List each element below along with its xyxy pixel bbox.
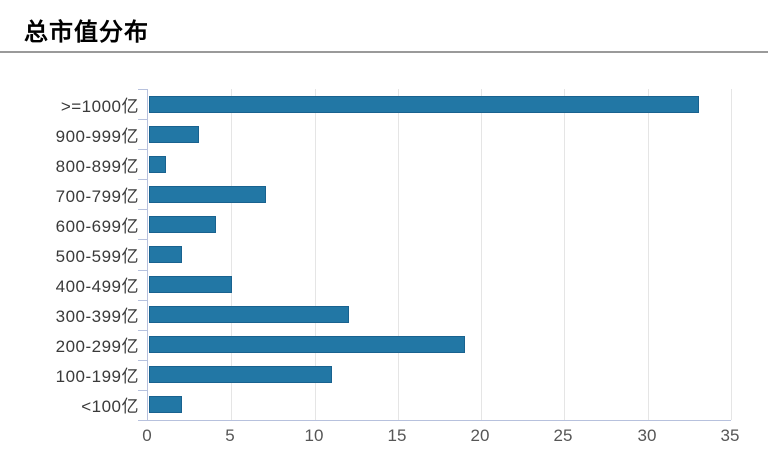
category-label: <100亿 bbox=[81, 397, 139, 417]
x-tick-label-30: 30 bbox=[637, 426, 657, 445]
category-label: 400-499亿 bbox=[55, 277, 139, 297]
y-axis-tick bbox=[138, 179, 148, 180]
y-axis-tick bbox=[138, 239, 148, 240]
category-label: 500-599亿 bbox=[55, 246, 139, 266]
bar->=1000亿 bbox=[149, 96, 699, 113]
category-label: >=1000亿 bbox=[60, 96, 139, 116]
x-tick-label-10: 10 bbox=[304, 426, 324, 445]
bar-200-299亿 bbox=[149, 336, 465, 353]
x-tick-label-35: 35 bbox=[720, 426, 740, 445]
gridline-x-10 bbox=[314, 89, 316, 420]
category-label: 300-399亿 bbox=[55, 307, 139, 327]
y-axis-tick bbox=[138, 360, 148, 361]
bar-400-499亿 bbox=[149, 276, 232, 293]
category-label: 200-299亿 bbox=[55, 337, 139, 357]
header: 总市值分布 bbox=[0, 0, 768, 53]
x-tick-label-5: 5 bbox=[225, 426, 235, 445]
bar-500-599亿 bbox=[149, 246, 182, 263]
bar-800-899亿 bbox=[149, 156, 166, 173]
x-tick-label-20: 20 bbox=[470, 426, 490, 445]
y-axis-tick bbox=[138, 149, 148, 150]
bar-900-999亿 bbox=[149, 126, 199, 143]
category-label: 800-899亿 bbox=[55, 156, 139, 176]
gridline-x-20 bbox=[481, 89, 483, 420]
gridline-x-5 bbox=[231, 89, 233, 420]
bar-700-799亿 bbox=[149, 186, 266, 203]
gridline-x-15 bbox=[397, 89, 399, 420]
y-axis-tick bbox=[138, 119, 148, 120]
bar-<100亿 bbox=[149, 396, 182, 413]
y-axis-tick bbox=[138, 390, 148, 391]
x-axis-labels: 0 5 10 15 20 25 30 35 bbox=[0, 426, 768, 450]
y-axis-tick bbox=[138, 420, 148, 421]
category-label: 600-699亿 bbox=[55, 216, 139, 236]
plot-area bbox=[138, 89, 732, 421]
category-label: 900-999亿 bbox=[55, 126, 139, 146]
y-axis-tick bbox=[138, 300, 148, 301]
market-cap-distribution-chart: >=1000亿 900-999亿 800-899亿 700-799亿 600-699亿 5… bbox=[0, 60, 768, 461]
x-tick-label-0: 0 bbox=[142, 426, 152, 445]
gridline-x-35 bbox=[731, 89, 732, 420]
page-title: 总市值分布 bbox=[24, 19, 149, 46]
y-axis-tick bbox=[138, 209, 148, 210]
x-tick-label-25: 25 bbox=[553, 426, 573, 445]
y-axis-tick bbox=[138, 330, 148, 331]
bar-300-399亿 bbox=[149, 306, 349, 323]
y-axis-tick bbox=[138, 270, 148, 271]
gridline-x-25 bbox=[564, 89, 566, 420]
bar-600-699亿 bbox=[149, 216, 216, 233]
gridline-x-30 bbox=[647, 89, 649, 420]
category-label: 100-199亿 bbox=[55, 367, 139, 387]
bar-100-199亿 bbox=[149, 366, 332, 383]
y-axis-tick bbox=[138, 89, 148, 90]
category-label: 700-799亿 bbox=[55, 186, 139, 206]
x-tick-label-15: 15 bbox=[387, 426, 407, 445]
y-axis-labels: >=1000亿 900-999亿 800-899亿 700-799亿 600-699亿 5… bbox=[0, 89, 139, 420]
